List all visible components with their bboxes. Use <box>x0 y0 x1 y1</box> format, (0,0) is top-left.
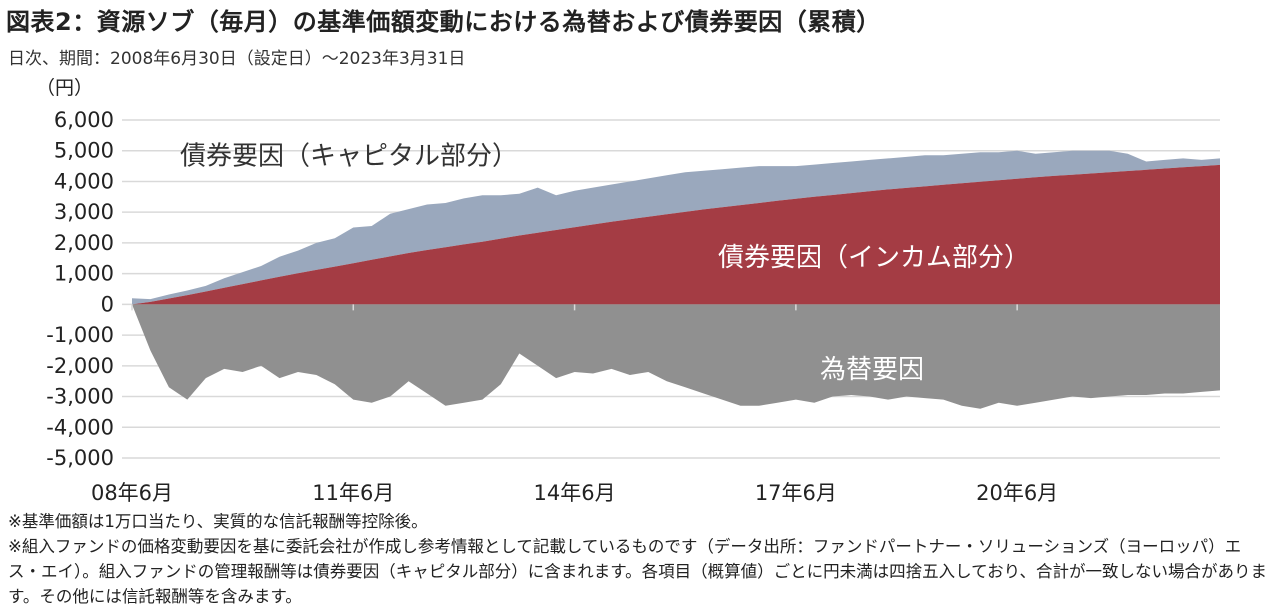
y-axis: 6,000 5,000 4,000 3,000 2,000 1,000 0 -1,000 -2,… <box>46 108 114 470</box>
y-tick-label: 5,000 <box>54 139 114 163</box>
y-tick-label: -4,000 <box>46 415 114 439</box>
income-area <box>132 164 1220 305</box>
annotation-capital: 債券要因（キャピタル部分） <box>180 142 518 172</box>
page-title: 図表2：資源ソブ（毎月）の基準価額変動における為替および債券要因（累積） <box>6 8 881 36</box>
annotation-fx: 為替要因 <box>820 355 924 385</box>
x-tick-label: 08年6月 <box>91 481 173 505</box>
stacked-area-chart: 6,000 5,000 4,000 3,000 2,000 1,000 0 -1,000 -2,… <box>36 77 1220 505</box>
y-tick-label: 2,000 <box>54 231 114 255</box>
y-tick-label: -2,000 <box>46 354 114 378</box>
chart-subtitle: 日次、期間：2008年6月30日（設定日）～2023年3月31日 <box>8 49 466 69</box>
capital-area <box>132 150 1220 305</box>
annotation-income: 債券要因（インカム部分） <box>718 243 1030 273</box>
x-tick-label: 11年6月 <box>312 481 394 505</box>
y-tick-label: 0 <box>101 292 114 316</box>
y-tick-label: -3,000 <box>46 385 114 409</box>
y-tick-label: -1,000 <box>46 323 114 347</box>
y-axis-unit-label: （円） <box>36 77 93 99</box>
footnote-2: ※組入ファンドの価格変動要因を基に委託会社が作成し参考情報として記載しているもの… <box>8 537 1267 606</box>
y-tick-label: 3,000 <box>54 200 114 224</box>
area-series <box>132 150 1220 409</box>
x-axis: 08年6月 11年6月 14年6月 17年6月 20年6月 <box>91 304 1058 505</box>
y-tick-label: 4,000 <box>54 169 114 193</box>
x-tick-label: 20年6月 <box>976 481 1058 505</box>
x-tick-label: 17年6月 <box>755 481 837 505</box>
y-tick-label: 1,000 <box>54 262 114 286</box>
y-tick-label: -5,000 <box>46 446 114 470</box>
fx-area <box>132 304 1220 409</box>
x-tick-label: 14年6月 <box>534 481 616 505</box>
footnote-1: ※基準価額は1万口当たり、実質的な信託報酬等控除後。 <box>8 512 428 531</box>
footnotes: ※基準価額は1万口当たり、実質的な信託報酬等控除後。 ※組入ファンドの価格変動要… <box>8 509 1273 609</box>
y-tick-label: 6,000 <box>54 108 114 132</box>
